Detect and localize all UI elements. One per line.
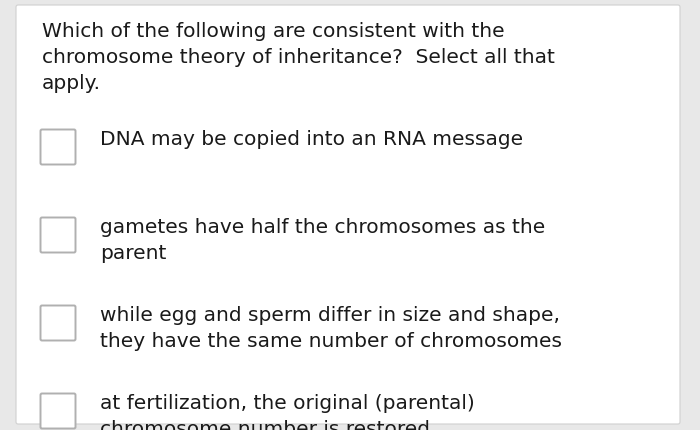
Text: they have the same number of chromosomes: they have the same number of chromosomes xyxy=(100,331,562,350)
FancyBboxPatch shape xyxy=(41,130,76,165)
Text: parent: parent xyxy=(100,243,167,262)
FancyBboxPatch shape xyxy=(41,218,76,253)
Text: apply.: apply. xyxy=(42,74,101,93)
FancyBboxPatch shape xyxy=(41,393,76,429)
Text: while egg and sperm differ in size and shape,: while egg and sperm differ in size and s… xyxy=(100,305,560,324)
Text: DNA may be copied into an RNA message: DNA may be copied into an RNA message xyxy=(100,130,523,149)
Text: Which of the following are consistent with the: Which of the following are consistent wi… xyxy=(42,22,505,41)
FancyBboxPatch shape xyxy=(16,6,680,424)
FancyBboxPatch shape xyxy=(41,306,76,341)
Text: chromosome theory of inheritance?  Select all that: chromosome theory of inheritance? Select… xyxy=(42,48,555,67)
Text: gametes have half the chromosomes as the: gametes have half the chromosomes as the xyxy=(100,218,545,237)
Text: chromosome number is restored: chromosome number is restored xyxy=(100,419,430,430)
Text: at fertilization, the original (parental): at fertilization, the original (parental… xyxy=(100,393,475,412)
